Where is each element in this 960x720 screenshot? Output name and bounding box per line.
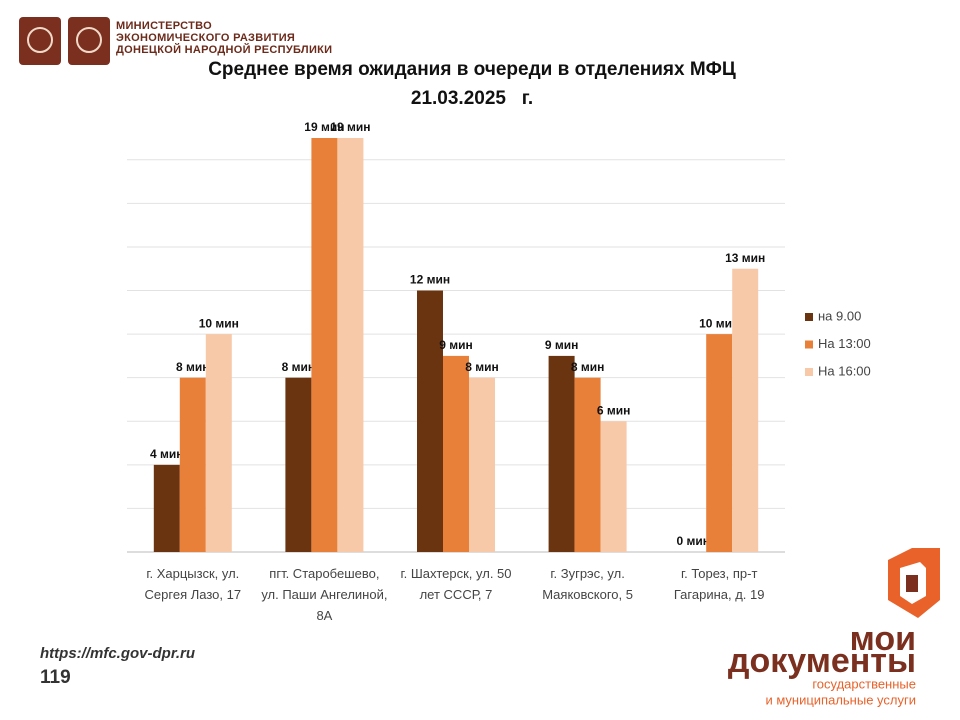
value-label: 12 мин — [410, 273, 450, 287]
bar — [311, 138, 338, 552]
bar — [285, 377, 312, 552]
brand: мои — [850, 620, 916, 658]
value-label: 10 мин — [699, 316, 739, 330]
bar — [548, 355, 575, 552]
legend-label: На 16:00 — [818, 363, 871, 378]
bar — [205, 334, 232, 552]
x-tick-label: пгт. Старобешево, ул. Паши Ангелиной, 8А — [261, 566, 388, 623]
bar — [469, 377, 495, 552]
bar — [443, 355, 469, 552]
bar — [574, 377, 601, 552]
bar — [706, 334, 733, 552]
bar — [732, 268, 759, 552]
legend-label: на 9.00 — [818, 308, 861, 323]
brand-sub: и муниципальные услуги — [765, 692, 916, 707]
emblem-icon — [76, 27, 102, 53]
emblem-icon — [27, 27, 53, 53]
chart-title: Среднее время ожидания в очереди в отдел… — [208, 59, 736, 80]
logo-icon — [906, 575, 918, 592]
bar — [179, 377, 206, 552]
legend-swatch — [805, 368, 813, 376]
value-label: 13 мин — [725, 251, 765, 265]
ministry-line: ЭКОНОМИЧЕСКОГО РАЗВИТИЯ — [116, 32, 296, 44]
brand: документы — [728, 642, 916, 680]
emblem — [68, 17, 110, 65]
bar — [337, 138, 364, 552]
legend-label: На 13:00 — [818, 336, 871, 351]
x-tick-label: г. Харцызск, ул. Сергея Лазо, 17 — [144, 566, 242, 602]
value-label: 19 мин — [330, 120, 370, 134]
brand-sub: государственные — [812, 676, 916, 691]
value-label: 8 мин — [176, 360, 210, 374]
value-label: 4 мин — [150, 447, 184, 461]
value-label: 8 мин — [571, 360, 605, 374]
x-tick-label: г. Шахтерск, ул. 50 лет СССР, 7 — [400, 566, 512, 602]
value-label: 9 мин — [545, 338, 579, 352]
value-label: 10 мин — [199, 316, 239, 330]
bar — [600, 421, 627, 552]
x-tick-label: г. Торез, пр-т Гагарина, д. 19 — [673, 566, 765, 602]
value-label: 6 мин — [597, 403, 631, 417]
value-label: 19 мин — [304, 120, 344, 134]
x-tick-label: г. Зугрэс, ул. Маяковского, 5 — [542, 566, 633, 602]
footer-url: https://mfc.gov-dpr.ru — [40, 645, 195, 662]
emblem — [19, 17, 61, 65]
page-number: 119 — [40, 667, 71, 688]
legend-swatch — [805, 340, 813, 349]
value-label: 9 мин — [439, 338, 473, 352]
ministry-line: МИНИСТЕРСТВО — [116, 20, 212, 32]
chart-subtitle: 21.03.2025 г. — [411, 88, 533, 109]
value-label: 8 мин — [465, 360, 499, 374]
legend-swatch — [805, 313, 813, 321]
bar — [153, 464, 180, 552]
ministry-line: ДОНЕЦКОЙ НАРОДНОЙ РЕСПУБЛИКИ — [116, 44, 333, 56]
value-label: 8 мин — [282, 360, 316, 374]
value-label: 0 мин — [676, 534, 710, 548]
bar — [417, 290, 443, 552]
